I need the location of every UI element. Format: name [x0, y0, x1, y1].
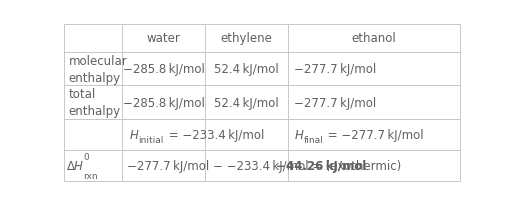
Text: rxn: rxn [83, 171, 98, 180]
Text: −44.26 kJ/mol: −44.26 kJ/mol [276, 159, 366, 172]
Bar [123, 86, 205, 120]
Bar [288, 24, 460, 53]
Text: (exothermic): (exothermic) [322, 159, 402, 172]
Text: −277.7 kJ/mol: −277.7 kJ/mol [293, 63, 376, 76]
Text: ethylene: ethylene [221, 32, 272, 45]
Text: −277.7 kJ/mol − −233.4 kJ/mol =: −277.7 kJ/mol − −233.4 kJ/mol = [127, 159, 326, 172]
Bar [288, 86, 460, 120]
Bar [205, 86, 288, 120]
Bar [123, 53, 205, 86]
Bar [64, 86, 123, 120]
Text: −285.8 kJ/mol: −285.8 kJ/mol [123, 63, 205, 76]
Bar [64, 120, 123, 150]
Bar [205, 150, 288, 182]
Text: total
enthalpy: total enthalpy [68, 88, 121, 118]
Text: molecular
enthalpy: molecular enthalpy [68, 54, 127, 84]
Text: initial: initial [138, 135, 164, 144]
Text: final: final [304, 135, 323, 144]
Bar [123, 120, 205, 150]
Text: H: H [130, 128, 138, 141]
Text: Δ: Δ [67, 159, 75, 172]
Bar [288, 120, 460, 150]
Bar [288, 150, 460, 182]
Text: 52.4 kJ/mol: 52.4 kJ/mol [214, 96, 279, 109]
Bar [64, 24, 123, 53]
Text: 52.4 kJ/mol: 52.4 kJ/mol [214, 63, 279, 76]
Bar [205, 120, 288, 150]
Text: = −233.4 kJ/mol: = −233.4 kJ/mol [165, 128, 265, 141]
Bar [64, 53, 123, 86]
Bar [123, 150, 205, 182]
Text: ethanol: ethanol [352, 32, 396, 45]
Text: water: water [147, 32, 181, 45]
Text: −285.8 kJ/mol: −285.8 kJ/mol [123, 96, 205, 109]
Bar [288, 53, 460, 86]
Text: H: H [74, 159, 83, 172]
Bar [205, 24, 288, 53]
Bar [205, 53, 288, 86]
Text: 0: 0 [83, 152, 88, 161]
Text: H: H [295, 128, 304, 141]
Bar [64, 150, 123, 182]
Text: = −277.7 kJ/mol: = −277.7 kJ/mol [324, 128, 424, 141]
Text: −277.7 kJ/mol: −277.7 kJ/mol [293, 96, 376, 109]
Bar [123, 24, 205, 53]
